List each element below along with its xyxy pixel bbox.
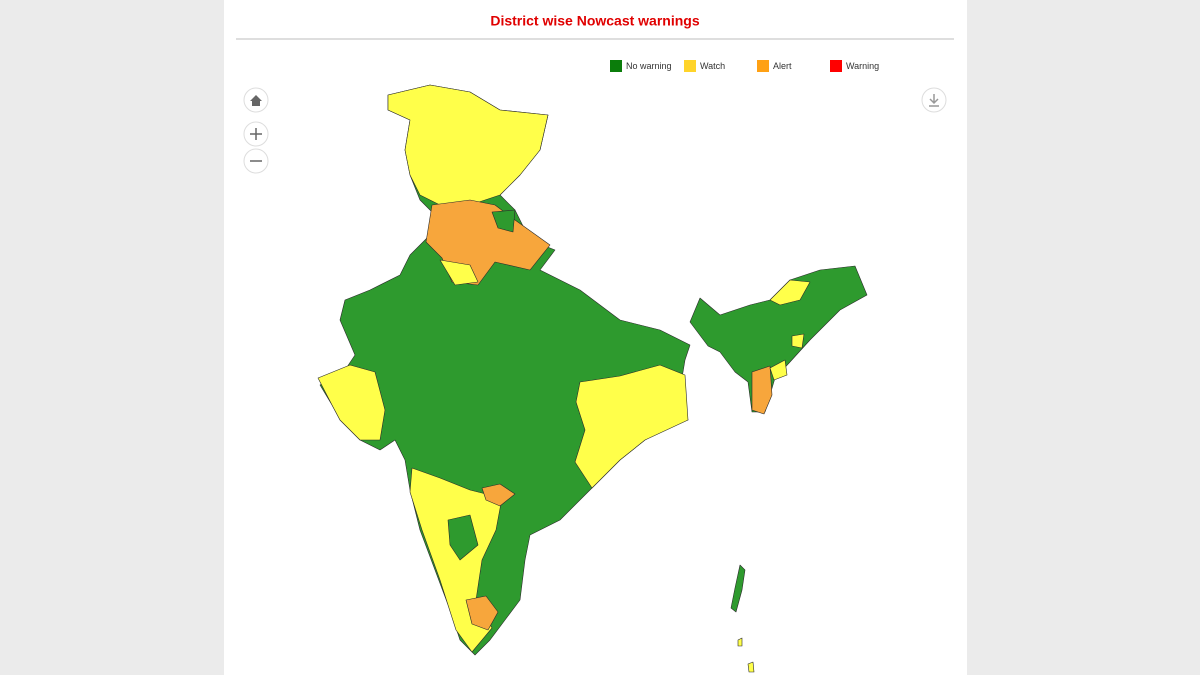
map-region — [751, 365, 773, 415]
download-button[interactable] — [921, 87, 947, 113]
legend-label: Watch — [700, 61, 725, 71]
map-region — [574, 364, 689, 489]
legend-label: Alert — [773, 61, 792, 71]
legend-label: Warning — [846, 61, 879, 71]
map-region — [730, 564, 746, 613]
zoom-out-button[interactable] — [243, 148, 269, 174]
map-region — [769, 359, 788, 381]
map-region — [689, 265, 868, 413]
home-button[interactable] — [243, 87, 269, 113]
map-region — [481, 483, 516, 507]
map-region — [317, 364, 386, 441]
legend-label: No warning — [626, 61, 672, 71]
legend-swatch — [610, 60, 622, 72]
map-region — [439, 259, 479, 286]
map-region — [465, 595, 499, 631]
legend-swatch — [757, 60, 769, 72]
map-region — [791, 333, 805, 349]
map-region — [447, 514, 479, 561]
map-region — [737, 637, 755, 673]
zoom-in-button[interactable] — [243, 121, 269, 147]
map-region — [387, 84, 549, 206]
legend-swatch — [830, 60, 842, 72]
map-region — [491, 209, 516, 233]
map-title: District wise Nowcast warnings — [490, 13, 699, 29]
legend: No warning Watch Alert Warning — [610, 60, 879, 72]
india-map — [317, 84, 868, 673]
legend-swatch — [684, 60, 696, 72]
map-region — [769, 279, 811, 306]
